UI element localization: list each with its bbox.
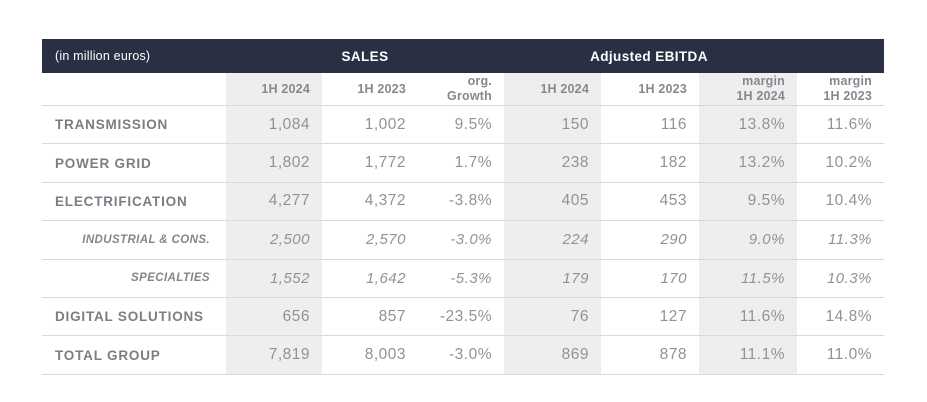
cell-sales-1h2024: 1,552 <box>226 259 322 297</box>
cell-margin-1h2024: 9.5% <box>699 182 797 221</box>
cell-ebitda-1h2023: 878 <box>659 346 687 364</box>
column-header-sales-1h2023: 1H 2023 <box>357 81 406 96</box>
table-row-electrification: ELECTRIFICATION 4,277 4,372 -3.8% 405 45… <box>42 181 884 221</box>
cell-ebitda-1h2023: 127 <box>659 307 687 325</box>
cell-margin-1h2023: 10.4% <box>825 192 872 210</box>
cell-sales-1h2024: 4,277 <box>226 182 322 221</box>
cell-org-growth: 9.5% <box>454 115 492 133</box>
cell-sales-1h2024: 1,084 <box>226 106 322 144</box>
table-row-industrial-cons: INDUSTRIAL & CONS. 2,500 2,570 -3.0% 224… <box>42 220 884 259</box>
cell-org-growth: 1.7% <box>454 154 492 172</box>
cell-ebitda-1h2024: 224 <box>504 221 601 259</box>
row-label: POWER GRID <box>55 155 152 171</box>
column-header-org-growth: org. Growth <box>447 74 492 103</box>
table-row-digital-solutions: DIGITAL SOLUTIONS 656 857 -23.5% 76 127 … <box>42 296 884 336</box>
cell-org-growth: -3.8% <box>449 192 492 210</box>
cell-sales-1h2023: 8,003 <box>364 346 406 364</box>
cell-ebitda-1h2023: 290 <box>660 231 687 249</box>
cell-margin-1h2024: 11.5% <box>699 259 797 297</box>
cell-org-growth: -23.5% <box>439 307 492 325</box>
row-label: TRANSMISSION <box>55 117 169 133</box>
cell-ebitda-1h2024: 869 <box>504 336 601 374</box>
table-row-transmission: TRANSMISSION 1,084 1,002 9.5% 150 116 13… <box>42 105 884 144</box>
row-label: DIGITAL SOLUTIONS <box>55 309 204 325</box>
cell-org-growth: -3.0% <box>449 346 492 364</box>
cell-sales-1h2023: 857 <box>378 307 406 325</box>
cell-margin-1h2024: 13.2% <box>699 144 797 182</box>
cell-ebitda-1h2023: 116 <box>660 115 687 133</box>
cell-ebitda-1h2024: 405 <box>504 182 601 221</box>
cell-margin-1h2024: 11.1% <box>699 336 797 374</box>
row-label: SPECIALTIES <box>131 272 210 285</box>
cell-ebitda-1h2023: 170 <box>660 269 687 287</box>
unit-label: (in million euros) <box>55 49 151 63</box>
cell-ebitda-1h2024: 150 <box>504 106 601 144</box>
cell-margin-1h2023: 14.8% <box>825 307 872 325</box>
cell-ebitda-1h2023: 453 <box>659 192 687 210</box>
cell-ebitda-1h2024: 179 <box>504 259 601 297</box>
cell-sales-1h2024: 2,500 <box>226 221 322 259</box>
cell-margin-1h2023: 11.0% <box>826 346 872 364</box>
cell-sales-1h2023: 1,642 <box>365 269 406 287</box>
column-header-margin-1h2024: margin 1H 2024 <box>699 73 797 105</box>
cell-margin-1h2024: 13.8% <box>699 106 797 144</box>
financial-results-table: (in million euros) SALES Adjusted EBITDA… <box>42 39 884 375</box>
table-column-header-row: 1H 2024 1H 2023 org. Growth 1H 2024 1H 2… <box>42 73 884 105</box>
row-label: ELECTRIFICATION <box>55 193 188 209</box>
row-label: TOTAL GROUP <box>55 347 161 363</box>
cell-sales-1h2024: 1,802 <box>226 144 322 182</box>
cell-sales-1h2023: 4,372 <box>364 192 406 210</box>
cell-sales-1h2023: 1,002 <box>364 115 406 133</box>
row-label: INDUSTRIAL & CONS. <box>82 233 210 246</box>
cell-sales-1h2023: 1,772 <box>364 154 406 172</box>
cell-ebitda-1h2023: 182 <box>659 154 687 172</box>
cell-margin-1h2023: 10.3% <box>826 269 872 287</box>
table-row-total-group: TOTAL GROUP 7,819 8,003 -3.0% 869 878 11… <box>42 335 884 375</box>
cell-ebitda-1h2024: 238 <box>504 144 601 182</box>
table-row-power-grid: POWER GRID 1,802 1,772 1.7% 238 182 13.2… <box>42 143 884 182</box>
cell-org-growth: -5.3% <box>450 269 492 287</box>
cell-margin-1h2023: 11.6% <box>826 115 872 133</box>
sales-group-header: SALES <box>341 48 389 64</box>
column-header-sales-1h2024: 1H 2024 <box>226 73 322 105</box>
cell-org-growth: -3.0% <box>450 231 492 249</box>
cell-ebitda-1h2024: 76 <box>504 297 601 336</box>
cell-sales-1h2023: 2,570 <box>365 231 406 249</box>
column-header-spacer <box>42 73 226 105</box>
column-header-ebitda-1h2024: 1H 2024 <box>504 73 601 105</box>
ebitda-group-header: Adjusted EBITDA <box>590 48 708 64</box>
table-group-header: (in million euros) SALES Adjusted EBITDA <box>42 39 884 73</box>
table-row-specialties: SPECIALTIES 1,552 1,642 -5.3% 179 170 11… <box>42 258 884 297</box>
cell-sales-1h2024: 656 <box>226 297 322 336</box>
column-header-margin-1h2023: margin 1H 2023 <box>823 74 872 103</box>
cell-margin-1h2023: 11.3% <box>828 231 872 249</box>
cell-margin-1h2023: 10.2% <box>825 154 872 172</box>
cell-margin-1h2024: 11.6% <box>699 297 797 336</box>
column-header-ebitda-1h2023: 1H 2023 <box>638 81 687 96</box>
cell-sales-1h2024: 7,819 <box>226 336 322 374</box>
cell-margin-1h2024: 9.0% <box>699 221 797 259</box>
